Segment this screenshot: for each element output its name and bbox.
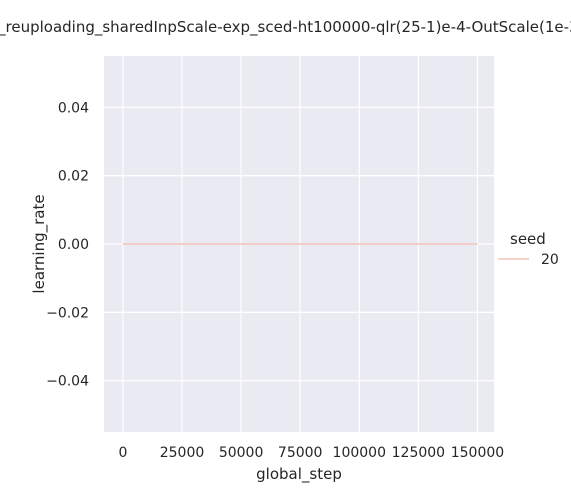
y-tick-label: 0.04: [58, 100, 89, 116]
y-tick-label: −0.04: [46, 374, 89, 390]
x-tick-label: 100000: [333, 445, 386, 461]
y-tick-labels: −0.04 −0.02 0.00 0.02 0.04: [46, 100, 89, 389]
y-tick-label: 0.00: [58, 237, 89, 253]
chart-title: _reuploading_sharedInpScale-exp_sced-ht1…: [0, 18, 571, 37]
x-tick-labels: 0 25000 50000 75000 100000 125000 150000: [118, 445, 504, 461]
y-tick-label: 0.02: [58, 169, 89, 185]
legend-entries: 20: [498, 252, 559, 268]
legend: seed 20: [498, 230, 559, 268]
x-tick-label: 0: [118, 445, 127, 461]
legend-title: seed: [510, 230, 546, 248]
y-tick-label: −0.02: [46, 305, 89, 321]
x-tick-label: 150000: [451, 445, 504, 461]
y-axis-label: learning_rate: [30, 194, 49, 293]
x-axis-label: global_step: [256, 465, 342, 484]
x-tick-label: 25000: [160, 445, 205, 461]
x-tick-label: 125000: [392, 445, 445, 461]
x-tick-label: 50000: [219, 445, 264, 461]
x-tick-label: 75000: [278, 445, 323, 461]
legend-entry-label: 20: [541, 252, 559, 268]
